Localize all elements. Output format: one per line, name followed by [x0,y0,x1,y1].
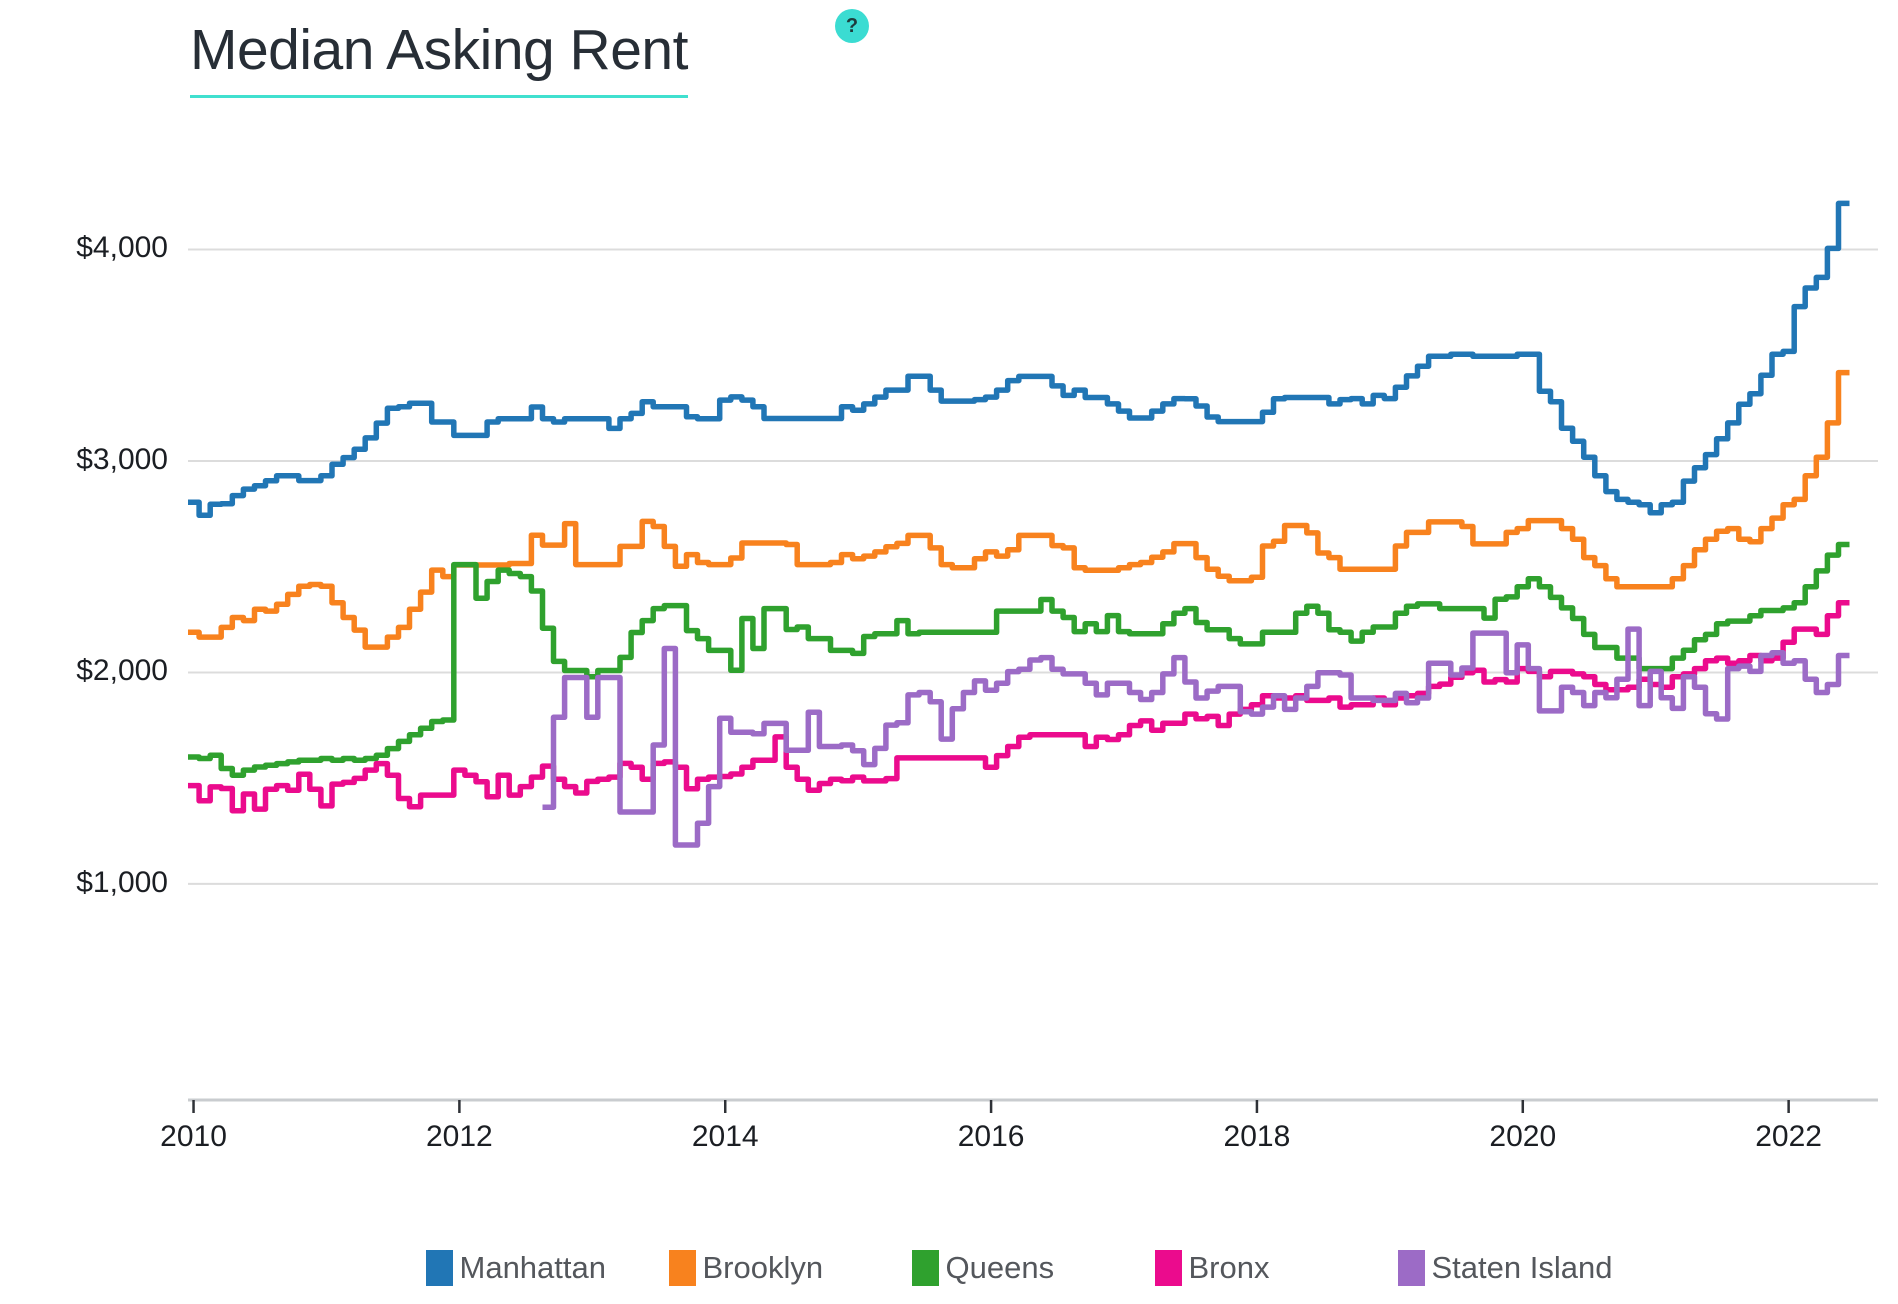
legend-swatch-queens [911,1250,939,1286]
legend-item-brooklyn[interactable]: Brooklyn [668,1250,912,1286]
legend-label: Queens [945,1250,1055,1285]
y-axis-label-2000: $2,000 [76,654,168,688]
x-axis-label-2014: 2014 [691,1120,759,1153]
legend-item-bronx[interactable]: Bronx [1154,1250,1398,1286]
series-line-queens[interactable] [188,541,1850,778]
legend-item-queens[interactable]: Queens [911,1250,1155,1286]
x-axis-label-2020: 2020 [1489,1120,1557,1153]
series-line-staten-island[interactable] [542,626,1850,848]
series-line-manhattan[interactable] [188,200,1850,519]
chart-legend: Manhattan Brooklyn Queens Bronx Staten Islan… [188,1250,1878,1286]
y-axis-label-4000: $4,000 [76,231,168,265]
y-axis-label-1000: $1,000 [76,865,168,899]
page-title: Median Asking Rent [190,18,688,98]
x-axis-label-2012: 2012 [426,1120,493,1153]
legend-swatch-manhattan [425,1250,453,1286]
legend-label: Staten Island [1431,1250,1613,1285]
legend-label: Brooklyn [702,1250,824,1285]
x-axis-label-2018: 2018 [1223,1120,1291,1153]
legend-item-manhattan[interactable]: Manhattan [425,1250,669,1286]
legend-swatch-brooklyn [668,1250,696,1286]
legend-swatch-staten-island [1397,1250,1425,1286]
x-axis-label-2010: 2010 [160,1120,227,1153]
legend-label: Manhattan [459,1250,607,1285]
series-line-bronx[interactable] [188,599,1850,814]
legend-swatch-bronx [1154,1250,1182,1286]
help-icon[interactable]: ? [835,9,869,43]
x-axis-label-2022: 2022 [1755,1120,1822,1153]
legend-item-staten-island[interactable]: Staten Island [1397,1250,1641,1286]
legend-label: Bronx [1188,1250,1270,1285]
chart-header: Median Asking Rent [190,18,688,98]
series-line-brooklyn[interactable] [188,369,1850,650]
y-axis-label-3000: $3,000 [76,442,168,476]
x-axis-label-2016: 2016 [957,1120,1025,1153]
